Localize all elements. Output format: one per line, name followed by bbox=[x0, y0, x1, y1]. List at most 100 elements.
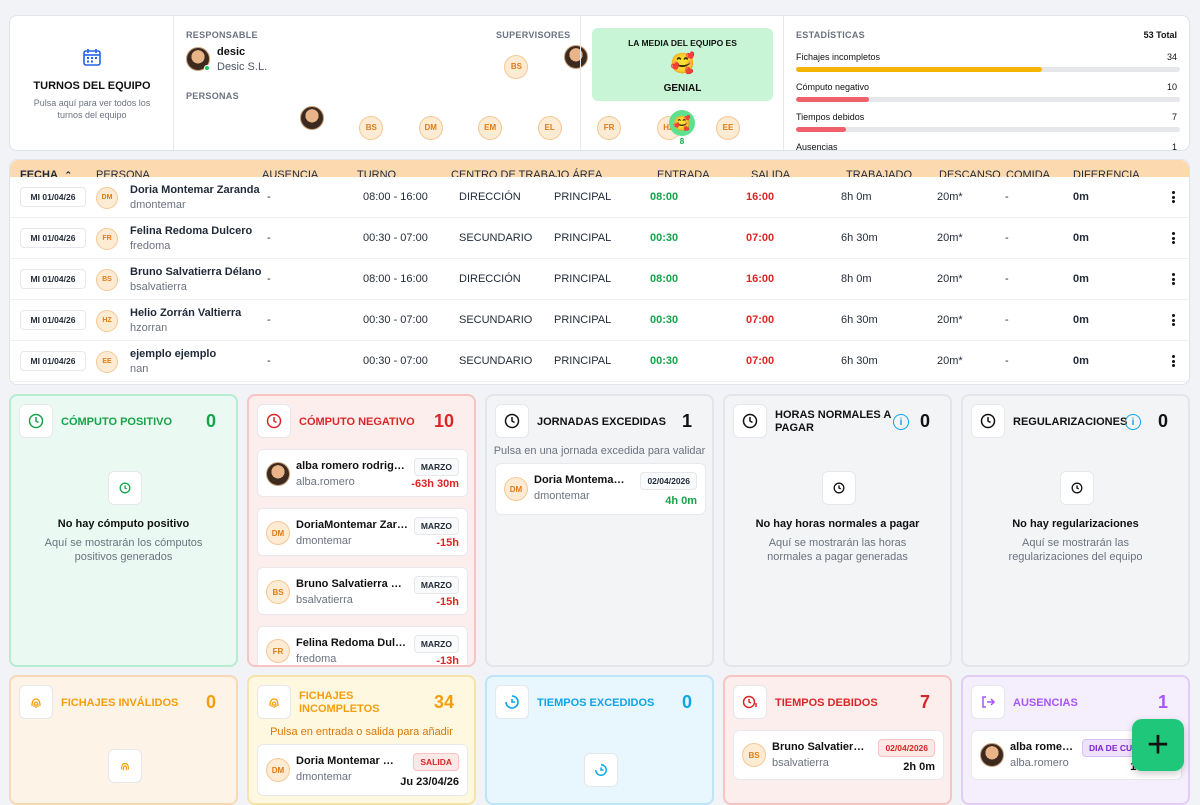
fichajes-incompletos-card[interactable]: FICHAJES INCOMPLETOS 34 Pulsa en entrada… bbox=[247, 675, 476, 805]
person-name: Helio Zorrán Valtierra bbox=[130, 307, 242, 319]
ausencias-card[interactable]: AUSENCIAS 1 alba romero rodriguez alba.r… bbox=[961, 675, 1190, 805]
item-user: fredoma bbox=[296, 653, 337, 665]
more-options-icon[interactable] bbox=[1172, 191, 1175, 203]
more-options-icon[interactable] bbox=[1172, 314, 1175, 326]
absence: - bbox=[267, 232, 271, 244]
person-avatar[interactable]: EE bbox=[715, 115, 740, 140]
exit-time[interactable]: 07:00 bbox=[746, 314, 775, 326]
supervisor-avatar[interactable] bbox=[563, 45, 588, 69]
list-item[interactable]: FR Felina Redoma Dulcero fredoma MARZO -… bbox=[257, 626, 468, 667]
fichajes-invalidos-card[interactable]: FICHAJES INVÁLIDOS 0 bbox=[9, 675, 238, 805]
stat-value: 34 bbox=[1166, 52, 1177, 62]
person-avatar[interactable]: EM bbox=[478, 115, 503, 140]
regularizaciones-card[interactable]: REGULARIZACIONES i 0 No hay regularizaci… bbox=[961, 394, 1190, 667]
list-item[interactable]: DM Doria Montemar Zaranda dmontemar SALI… bbox=[257, 744, 468, 796]
computo-positivo-card[interactable]: CÓMPUTO POSITIVO 0 No hay cómputo positi… bbox=[9, 394, 238, 667]
person-avatar[interactable]: DM bbox=[418, 115, 443, 140]
avatar: DM bbox=[266, 758, 290, 782]
entry-time[interactable]: 00:30 bbox=[650, 232, 679, 244]
rest: 20m* bbox=[937, 191, 963, 203]
stat-value: 10 bbox=[1166, 82, 1177, 92]
rest: 20m* bbox=[937, 314, 963, 326]
item-value: -13h bbox=[436, 655, 459, 667]
avatar: BS bbox=[266, 580, 290, 604]
tiempos-debidos-card[interactable]: TIEMPOS DEBIDOS 7 BS Bruno Salvatierra D… bbox=[723, 675, 952, 805]
entry-time[interactable]: 08:00 bbox=[650, 191, 679, 203]
list-item[interactable]: DM DoriaMontemar Zaranda dmontemar MARZO… bbox=[257, 508, 468, 556]
entry-time[interactable]: 08:00 bbox=[650, 273, 679, 285]
entry-time[interactable]: 00:30 bbox=[650, 314, 679, 326]
stat-label: Tiempos debidos bbox=[796, 112, 865, 122]
widget-title: TIEMPOS DEBIDOS bbox=[775, 697, 878, 709]
work-center: DIRECCIÓN bbox=[459, 191, 521, 203]
widget-count: 1 bbox=[1157, 692, 1168, 712]
item-name: alba romero rodriguez bbox=[1010, 741, 1074, 753]
exit-time[interactable]: 07:00 bbox=[746, 232, 775, 244]
area: PRINCIPAL bbox=[554, 273, 612, 285]
stat-bar bbox=[796, 127, 1180, 132]
salida-tag[interactable]: SALIDA bbox=[413, 753, 459, 771]
table-row[interactable]: MI 01/04/26 DM Doria Montemar Zaranda dmont… bbox=[10, 177, 1189, 218]
item-name: Bruno Salvatierra Délano bbox=[772, 741, 868, 753]
item-name: Bruno Salvatierra Délano bbox=[296, 578, 408, 590]
work-center: DIRECCIÓN bbox=[459, 273, 521, 285]
meal: - bbox=[1005, 355, 1009, 367]
date-pill: MI 01/04/26 bbox=[20, 351, 86, 371]
team-mood-card[interactable]: LA MEDIA DEL EQUIPO ES 🥰 GENIAL bbox=[592, 28, 773, 101]
supervisor-avatar[interactable]: BS bbox=[504, 54, 529, 79]
avatar: HZ bbox=[96, 309, 118, 332]
person-avatar[interactable] bbox=[299, 106, 324, 130]
stat-bar-fill bbox=[796, 127, 846, 132]
table-row[interactable]: MI 01/04/26 EE ejemplo ejemplo nan - 00:30 - … bbox=[10, 341, 1189, 382]
meal: - bbox=[1005, 314, 1009, 326]
list-item[interactable]: alba romero rodriguez alba.romero MARZO … bbox=[257, 449, 468, 497]
avatar: EE bbox=[96, 350, 118, 373]
team-shifts-card[interactable]: TURNOS DEL EQUIPO Pulsa aquí para ver to… bbox=[10, 16, 174, 152]
item-user: alba.romero bbox=[296, 476, 355, 488]
list-item[interactable]: BS Bruno Salvatierra Délano bsalvatierra… bbox=[733, 730, 944, 780]
computo-negativo-card[interactable]: CÓMPUTO NEGATIVO 10 alba romero rodrigue… bbox=[247, 394, 476, 667]
clock-icon bbox=[495, 404, 529, 438]
add-button[interactable]: + bbox=[1132, 719, 1184, 771]
person-avatar[interactable]: EL bbox=[537, 115, 562, 140]
table-row[interactable]: MI 01/04/26 BS Bruno Salvatierra Délano bsa… bbox=[10, 259, 1189, 300]
info-icon[interactable]: i bbox=[893, 414, 909, 430]
more-options-icon[interactable] bbox=[1172, 355, 1175, 367]
horas-normales-card[interactable]: HORAS NORMALES A PAGAR i 0 No hay horas … bbox=[723, 394, 952, 667]
worked: 6h 30m bbox=[841, 355, 878, 367]
stat-value: 7 bbox=[1171, 112, 1177, 122]
person-avatar[interactable]: FR bbox=[597, 115, 622, 140]
item-user: dmontemar bbox=[296, 535, 352, 547]
table-row[interactable]: MI 01/04/26 HZ Helio Zorrán Valtierra hzorr… bbox=[10, 300, 1189, 341]
exit-time[interactable]: 16:00 bbox=[746, 191, 775, 203]
avatar: BS bbox=[96, 268, 118, 291]
person-name: ejemplo ejemplo bbox=[130, 348, 217, 360]
work-center: SECUNDARIO bbox=[459, 314, 533, 326]
fingerprint-icon bbox=[108, 749, 142, 783]
table-row[interactable]: MI 01/04/26 FR Felina Redoma Dulcero fredom… bbox=[10, 218, 1189, 259]
info-icon[interactable]: i bbox=[1125, 414, 1141, 430]
absence: - bbox=[267, 191, 271, 203]
item-user: dmontemar bbox=[534, 490, 590, 502]
more-options-icon[interactable] bbox=[1172, 232, 1175, 244]
person-avatar[interactable]: BS bbox=[359, 115, 384, 140]
tiempos-excedidos-card[interactable]: TIEMPOS EXCEDIDOS 0 bbox=[485, 675, 714, 805]
exit-time[interactable]: 07:00 bbox=[746, 355, 775, 367]
team-summary-header: TURNOS DEL EQUIPO Pulsa aquí para ver to… bbox=[9, 15, 1190, 152]
clock-icon bbox=[1060, 471, 1094, 505]
item-value: -63h 30m bbox=[411, 478, 459, 490]
fingerprint-icon bbox=[19, 685, 53, 719]
jornadas-excedidas-card[interactable]: JORNADAS EXCEDIDAS 1 Pulsa en una jornad… bbox=[485, 394, 714, 667]
list-item[interactable]: DM Doria Montemar Zaranda dmontemar 02/0… bbox=[495, 463, 706, 515]
mood-emoji-icon[interactable]: 🥰 bbox=[669, 110, 695, 136]
exit-time[interactable]: 16:00 bbox=[746, 273, 775, 285]
entry-time[interactable]: 00:30 bbox=[650, 355, 679, 367]
responsable-label: RESPONSABLE bbox=[186, 30, 258, 40]
widget-count: 10 bbox=[433, 411, 454, 431]
list-item[interactable]: BS Bruno Salvatierra Délano bsalvatierra… bbox=[257, 567, 468, 615]
meal: - bbox=[1005, 191, 1009, 203]
more-options-icon[interactable] bbox=[1172, 273, 1175, 285]
empty-subtitle: Aquí se mostrarán los cómputos positivos… bbox=[44, 537, 203, 563]
widget-title: AUSENCIAS bbox=[1013, 697, 1078, 709]
mood-emoji-icon: 🥰 bbox=[670, 53, 695, 75]
